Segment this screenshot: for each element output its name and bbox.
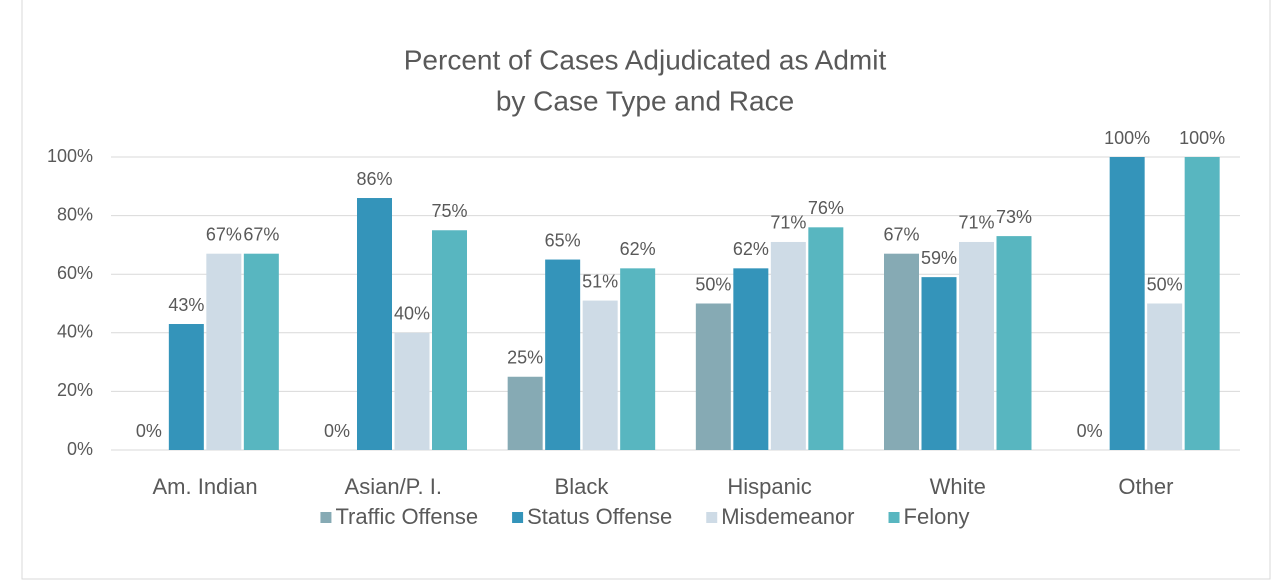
x-tick-label: Hispanic xyxy=(727,474,811,499)
legend-label: Status Offense xyxy=(527,504,672,529)
x-tick-label: Asian/P. I. xyxy=(345,474,442,499)
bar xyxy=(432,230,467,450)
bar xyxy=(1109,157,1145,450)
data-label: 51% xyxy=(582,271,618,291)
y-tick-label: 40% xyxy=(57,322,93,342)
bar xyxy=(582,300,618,450)
bar xyxy=(243,253,279,450)
x-tick-label: Other xyxy=(1118,474,1173,499)
legend-swatch xyxy=(320,512,332,523)
data-label: 100% xyxy=(1104,128,1150,148)
data-label: 73% xyxy=(996,207,1032,227)
bar xyxy=(357,198,392,450)
data-label: 0% xyxy=(1077,421,1103,441)
data-label: 62% xyxy=(733,239,769,259)
data-label: 76% xyxy=(808,198,844,218)
y-tick-label: 80% xyxy=(57,204,93,224)
data-label: 75% xyxy=(431,201,467,221)
y-tick-label: 100% xyxy=(47,146,93,166)
bar xyxy=(1147,303,1183,450)
data-label: 25% xyxy=(507,348,543,368)
data-label: 0% xyxy=(136,421,162,441)
data-label: 86% xyxy=(356,169,392,189)
legend-label: Misdemeanor xyxy=(721,504,854,529)
chart-title: Percent of Cases Adjudicated as Admit xyxy=(404,44,887,75)
data-label: 40% xyxy=(394,304,430,324)
data-label: 100% xyxy=(1179,128,1225,148)
bar xyxy=(620,268,656,450)
data-label: 71% xyxy=(958,213,994,233)
bar xyxy=(770,241,806,450)
x-tick-label: Black xyxy=(555,474,610,499)
bar xyxy=(959,241,994,450)
data-label: 71% xyxy=(770,213,806,233)
bar xyxy=(394,332,430,450)
data-label: 65% xyxy=(545,230,581,250)
y-tick-label: 20% xyxy=(57,380,93,400)
data-label: 67% xyxy=(243,224,279,244)
data-label: 67% xyxy=(883,224,919,244)
chart-title: by Case Type and Race xyxy=(496,85,794,116)
bar xyxy=(507,376,543,450)
data-label: 0% xyxy=(324,421,350,441)
bar xyxy=(168,324,204,450)
data-label: 59% xyxy=(921,248,957,268)
y-tick-label: 0% xyxy=(67,439,93,459)
legend-label: Traffic Offense xyxy=(335,504,478,529)
bar xyxy=(921,277,957,450)
data-label: 50% xyxy=(1147,274,1183,294)
legend-swatch xyxy=(512,512,524,523)
bar xyxy=(695,303,731,450)
y-tick-label: 60% xyxy=(57,263,93,283)
data-label: 50% xyxy=(695,274,731,294)
bar xyxy=(733,268,769,450)
data-label: 67% xyxy=(206,224,242,244)
x-tick-label: White xyxy=(930,474,986,499)
legend-swatch xyxy=(706,512,718,523)
legend-label: Felony xyxy=(904,504,970,529)
data-label: 43% xyxy=(168,295,204,315)
bar xyxy=(545,259,581,450)
bar xyxy=(206,253,242,450)
data-label: 62% xyxy=(620,239,656,259)
bar xyxy=(1184,157,1220,450)
bar xyxy=(884,253,919,450)
bar xyxy=(996,236,1032,450)
x-tick-label: Am. Indian xyxy=(152,474,257,499)
legend-swatch xyxy=(888,512,900,523)
bar xyxy=(808,227,844,450)
